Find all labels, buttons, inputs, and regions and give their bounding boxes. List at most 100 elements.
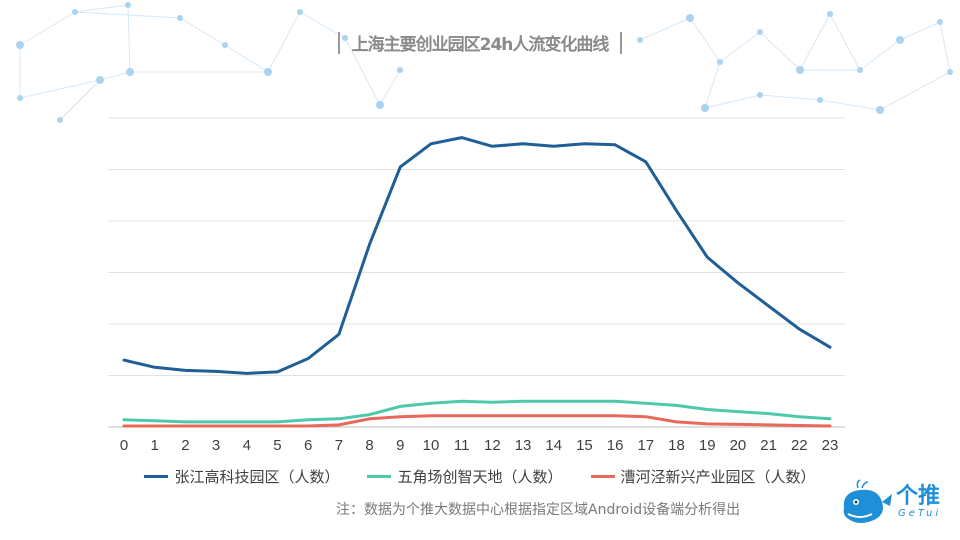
- network-node: [376, 101, 384, 109]
- x-tick-label: 9: [396, 437, 404, 454]
- x-tick-label: 12: [484, 437, 501, 454]
- network-node: [222, 42, 228, 48]
- network-node: [126, 68, 134, 76]
- network-node: [757, 92, 763, 98]
- network-node: [876, 106, 884, 114]
- network-link: [689, 17, 721, 63]
- network-link: [224, 44, 269, 73]
- network-link: [74, 11, 181, 19]
- network-link: [639, 17, 691, 41]
- network-node: [72, 9, 78, 15]
- x-tick-label: 22: [791, 437, 808, 454]
- legend-swatch-zhangjiang: [144, 475, 169, 478]
- network-link: [829, 13, 861, 71]
- x-tick-label: 10: [423, 437, 440, 454]
- legend-label-wujiaochang: 五角场创智天地（人数）: [397, 468, 563, 486]
- network-node: [947, 69, 953, 75]
- x-tick-label: 8: [365, 437, 373, 454]
- network-link: [879, 71, 951, 111]
- legend-item-wujiaochang: 五角场创智天地（人数）: [367, 466, 563, 487]
- network-node: [96, 76, 104, 84]
- network-link: [759, 31, 801, 71]
- network-node: [125, 2, 131, 8]
- x-tick-label: 20: [730, 437, 747, 454]
- background-network-decoration: [16, 2, 953, 123]
- x-tick-label: 6: [304, 437, 312, 454]
- x-tick-label: 14: [545, 437, 562, 454]
- x-tick-label: 5: [273, 437, 281, 454]
- network-node: [817, 97, 823, 103]
- network-node: [342, 35, 348, 41]
- network-link: [859, 39, 901, 71]
- series-line-1: [122, 399, 832, 424]
- x-tick-label: 13: [515, 437, 532, 454]
- logo-text: 个推: [896, 484, 941, 509]
- x-tick-label: 1: [151, 437, 159, 454]
- getui-logo: 个推 GeTui: [838, 478, 948, 528]
- network-node: [17, 95, 23, 101]
- legend-label-zhangjiang: 张江高科技园区（人数）: [174, 468, 340, 486]
- network-node: [796, 66, 804, 74]
- network-node: [57, 117, 63, 123]
- x-tick-label: 0: [120, 437, 128, 454]
- network-link: [704, 61, 721, 109]
- network-node: [896, 36, 904, 44]
- network-node: [686, 14, 694, 22]
- network-link: [99, 71, 131, 81]
- network-node: [177, 15, 183, 21]
- network-link: [267, 11, 301, 73]
- network-link: [19, 11, 76, 46]
- x-tick-label: 23: [822, 437, 839, 454]
- x-tick-label: 15: [576, 437, 593, 454]
- network-link: [379, 69, 401, 106]
- network-node: [701, 104, 709, 112]
- data-source-note: 注：数据为个推大数据中心根据指定区域Android设备端分析得出: [336, 502, 741, 518]
- network-link: [127, 4, 131, 73]
- x-tick-label: 18: [668, 437, 685, 454]
- series-line-2: [122, 414, 832, 428]
- x-tick-label: 4: [243, 437, 251, 454]
- x-tick-label: 2: [181, 437, 189, 454]
- network-node: [16, 41, 24, 49]
- legend-swatch-caohejing: [590, 475, 615, 478]
- network-node: [857, 67, 863, 73]
- title-area: 上海主要创业园区24h人流变化曲线: [0, 30, 960, 55]
- x-tick-label: 19: [699, 437, 716, 454]
- legend-swatch-wujiaochang: [367, 475, 392, 478]
- network-link: [819, 99, 881, 111]
- legend-item-caohejing: 漕河泾新兴产业园区（人数）: [590, 466, 816, 487]
- network-node: [717, 59, 723, 65]
- network-link: [344, 37, 381, 106]
- logo-subtext: GeTui: [898, 508, 942, 519]
- title-left-bar: [337, 31, 340, 54]
- network-node: [637, 37, 643, 43]
- title-right-bar: [620, 31, 623, 54]
- network-link: [59, 79, 101, 121]
- network-link: [704, 94, 761, 109]
- series-line-0: [122, 136, 832, 375]
- network-node: [297, 9, 303, 15]
- legend: 张江高科技园区（人数） 五角场创智天地（人数） 漕河泾新兴产业园区（人数）: [0, 466, 960, 487]
- network-link: [719, 31, 761, 63]
- x-tick-label: 21: [760, 437, 777, 454]
- x-tick-label: 11: [454, 437, 470, 454]
- network-link: [299, 11, 346, 39]
- network-link: [179, 17, 226, 46]
- x-tick-label: 16: [607, 437, 624, 454]
- network-node: [757, 29, 763, 35]
- network-node: [397, 67, 403, 73]
- x-tick-label: 7: [335, 437, 343, 454]
- chart-title: 上海主要创业园区24h人流变化曲线: [351, 35, 610, 55]
- network-node: [827, 11, 833, 17]
- legend-label-caohejing: 漕河泾新兴产业园区（人数）: [620, 468, 816, 486]
- network-link: [19, 79, 101, 99]
- network-link: [74, 4, 129, 13]
- network-link: [939, 21, 951, 73]
- network-node: [264, 68, 272, 76]
- network-link: [899, 21, 941, 41]
- network-link: [799, 13, 831, 71]
- whale-icon: [843, 479, 892, 523]
- x-tick-label: 3: [212, 437, 220, 454]
- network-node: [937, 19, 943, 25]
